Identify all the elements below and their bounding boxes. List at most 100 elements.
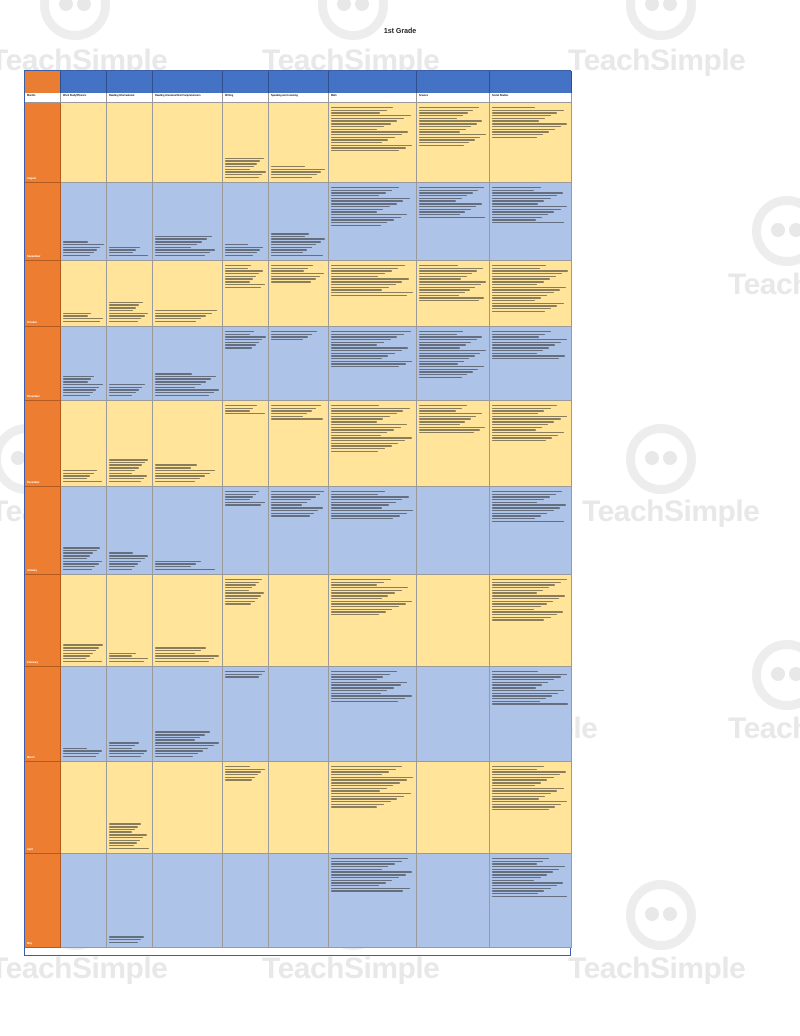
cell-text-block (63, 747, 104, 757)
cell-text-block (419, 405, 487, 434)
table-cell (269, 103, 329, 183)
subject-label-cell: Reading Informational (107, 93, 153, 103)
subject-header-cell (223, 71, 269, 93)
subject-header-cell (269, 71, 329, 93)
table-cell (153, 854, 223, 948)
table-cell (329, 667, 417, 762)
table-cell (490, 327, 572, 401)
table-cell (329, 487, 417, 575)
cell-text-block (419, 187, 487, 218)
table-cell (107, 401, 153, 487)
cell-text-block (63, 241, 104, 256)
cell-text-block (225, 265, 266, 288)
table-cell (490, 261, 572, 327)
cell-text-block (331, 491, 414, 520)
table-cell (153, 575, 223, 667)
table-cell (153, 762, 223, 854)
table-cell (269, 762, 329, 854)
table-cell (223, 667, 269, 762)
table-cell (269, 327, 329, 401)
cell-text-block (155, 235, 220, 256)
table-cell (490, 401, 572, 487)
cell-text-block (331, 331, 414, 368)
cell-text-block (109, 652, 150, 662)
table-cell (153, 667, 223, 762)
table-cell (153, 261, 223, 327)
cell-text-block (492, 858, 569, 898)
table-cell (223, 854, 269, 948)
months-column-label: Months (25, 93, 61, 103)
table-cell (223, 183, 269, 261)
month-cell: March (25, 667, 61, 762)
cell-text-block (109, 552, 150, 570)
cell-text-block (271, 331, 326, 341)
table-cell (61, 183, 107, 261)
cell-text-block (492, 265, 569, 313)
table-cell (223, 103, 269, 183)
cell-text-block (225, 491, 266, 506)
cell-text-block (155, 560, 220, 570)
month-cell: January (25, 487, 61, 575)
table-cell (329, 401, 417, 487)
cell-text-block (155, 309, 220, 322)
table-cell (153, 183, 223, 261)
table-cell (417, 762, 490, 854)
cell-text-block (492, 107, 569, 138)
cell-text-block (225, 766, 266, 781)
cell-text-block (492, 579, 569, 621)
table-cell (269, 487, 329, 575)
cell-text-block (331, 766, 414, 808)
table-cell (329, 762, 417, 854)
table-cell (490, 667, 572, 762)
table-cell (417, 575, 490, 667)
table-cell (223, 401, 269, 487)
table-cell (490, 575, 572, 667)
table-cell (329, 854, 417, 948)
cell-text-block (419, 265, 487, 302)
cell-text-block (419, 107, 487, 147)
cell-text-block (331, 107, 414, 152)
table-cell (107, 261, 153, 327)
table-cell (269, 183, 329, 261)
table-cell (417, 103, 490, 183)
cell-text-block (492, 331, 569, 360)
watermark-text: TeachSimple (582, 495, 760, 528)
cell-text-block (331, 187, 414, 227)
owl-logo-icon (626, 424, 696, 494)
table-cell (490, 487, 572, 575)
cell-text-block (225, 671, 266, 678)
subject-label-cell: Speaking and Listening (269, 93, 329, 103)
month-cell: October (25, 261, 61, 327)
cell-text-block (63, 547, 104, 570)
month-cell: September (25, 183, 61, 261)
month-cell: November (25, 327, 61, 401)
table-cell (107, 487, 153, 575)
table-cell (269, 401, 329, 487)
table-cell (61, 487, 107, 575)
table-cell (417, 854, 490, 948)
table-cell (417, 183, 490, 261)
cell-text-block (109, 383, 150, 396)
table-cell (61, 327, 107, 401)
table-cell (329, 103, 417, 183)
table-cell (269, 667, 329, 762)
month-cell: May (25, 854, 61, 948)
table-cell (61, 762, 107, 854)
owl-logo-icon (626, 880, 696, 950)
cell-text-block (271, 405, 326, 420)
subject-label-cell: Science (417, 93, 490, 103)
cell-text-block (63, 469, 104, 482)
subject-header-cell (107, 71, 153, 93)
subject-header-cell (417, 71, 490, 93)
cell-text-block (225, 405, 266, 415)
table-cell (329, 575, 417, 667)
table-cell (61, 261, 107, 327)
curriculum-map-table: Months Word Study/Phonics Reading Informat… (24, 70, 572, 956)
header-corner-cell (25, 71, 61, 93)
cell-text-block (492, 491, 569, 522)
cell-text-block (225, 157, 266, 178)
cell-text-block (492, 187, 569, 224)
cell-text-block (109, 742, 150, 757)
month-cell: August (25, 103, 61, 183)
subject-label-cell: Math (329, 93, 417, 103)
